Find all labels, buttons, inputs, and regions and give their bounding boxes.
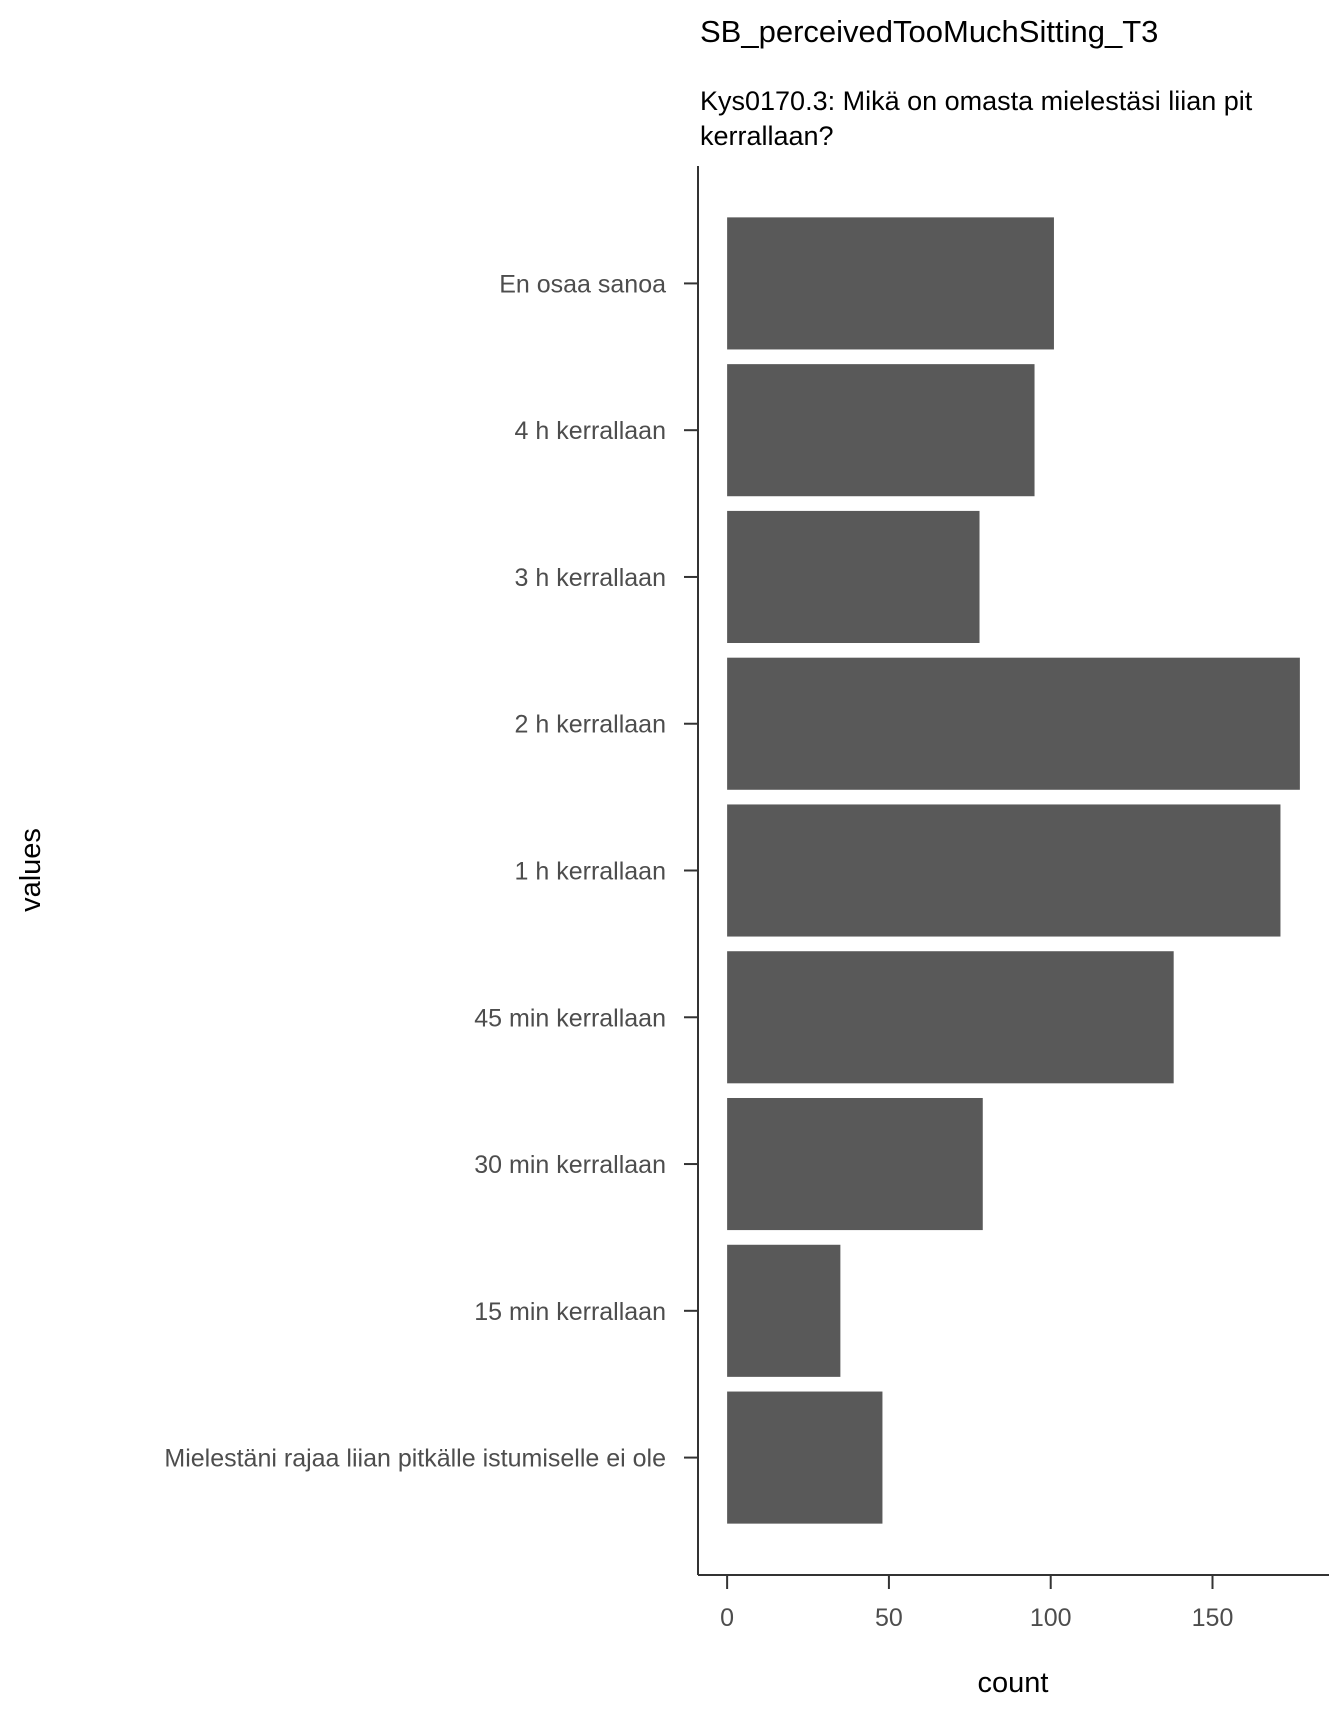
- y-tick-label: 4 h kerrallaan: [515, 417, 666, 445]
- bars-group: [727, 217, 1300, 1524]
- chart-title: SB_perceivedTooMuchSitting_T3: [700, 14, 1158, 49]
- bar: [727, 510, 980, 644]
- bar: [727, 657, 1300, 790]
- bar: [727, 1244, 841, 1377]
- bar: [727, 217, 1054, 350]
- x-tick-label: 0: [720, 1604, 734, 1632]
- x-tick-label: 100: [1030, 1604, 1072, 1632]
- y-tick-label: 30 min kerrallaan: [474, 1151, 666, 1179]
- y-tick-label: 3 h kerrallaan: [515, 564, 666, 592]
- bar: [727, 364, 1035, 497]
- y-axis-title: values: [15, 828, 47, 912]
- y-axis-ticks: En osaa sanoa 4 h kerrallaan 3 h kerrallaa…: [164, 270, 698, 1473]
- x-tick-label: 50: [875, 1604, 903, 1632]
- y-tick-label: 15 min kerrallaan: [474, 1298, 666, 1326]
- y-tick-label: En osaa sanoa: [499, 270, 666, 298]
- y-tick-label: 45 min kerrallaan: [474, 1004, 666, 1032]
- y-tick-label: 1 h kerrallaan: [515, 858, 666, 886]
- bar: [727, 951, 1174, 1084]
- bar: [727, 804, 1281, 937]
- x-axis-ticks: 0 50 100 150: [720, 1575, 1233, 1632]
- x-tick-label: 150: [1192, 1604, 1234, 1632]
- chart-subtitle-line-1: Kys0170.3: Mikä on omasta mielestäsi lii…: [700, 86, 1253, 116]
- bar: [727, 1097, 983, 1231]
- bar: [727, 1391, 883, 1524]
- chart-subtitle-line-2: kerrallaan?: [700, 121, 834, 151]
- y-tick-label: 2 h kerrallaan: [515, 711, 666, 739]
- y-tick-label: Mielestäni rajaa liian pitkälle istumise…: [164, 1445, 666, 1473]
- x-axis-title: count: [978, 1667, 1049, 1699]
